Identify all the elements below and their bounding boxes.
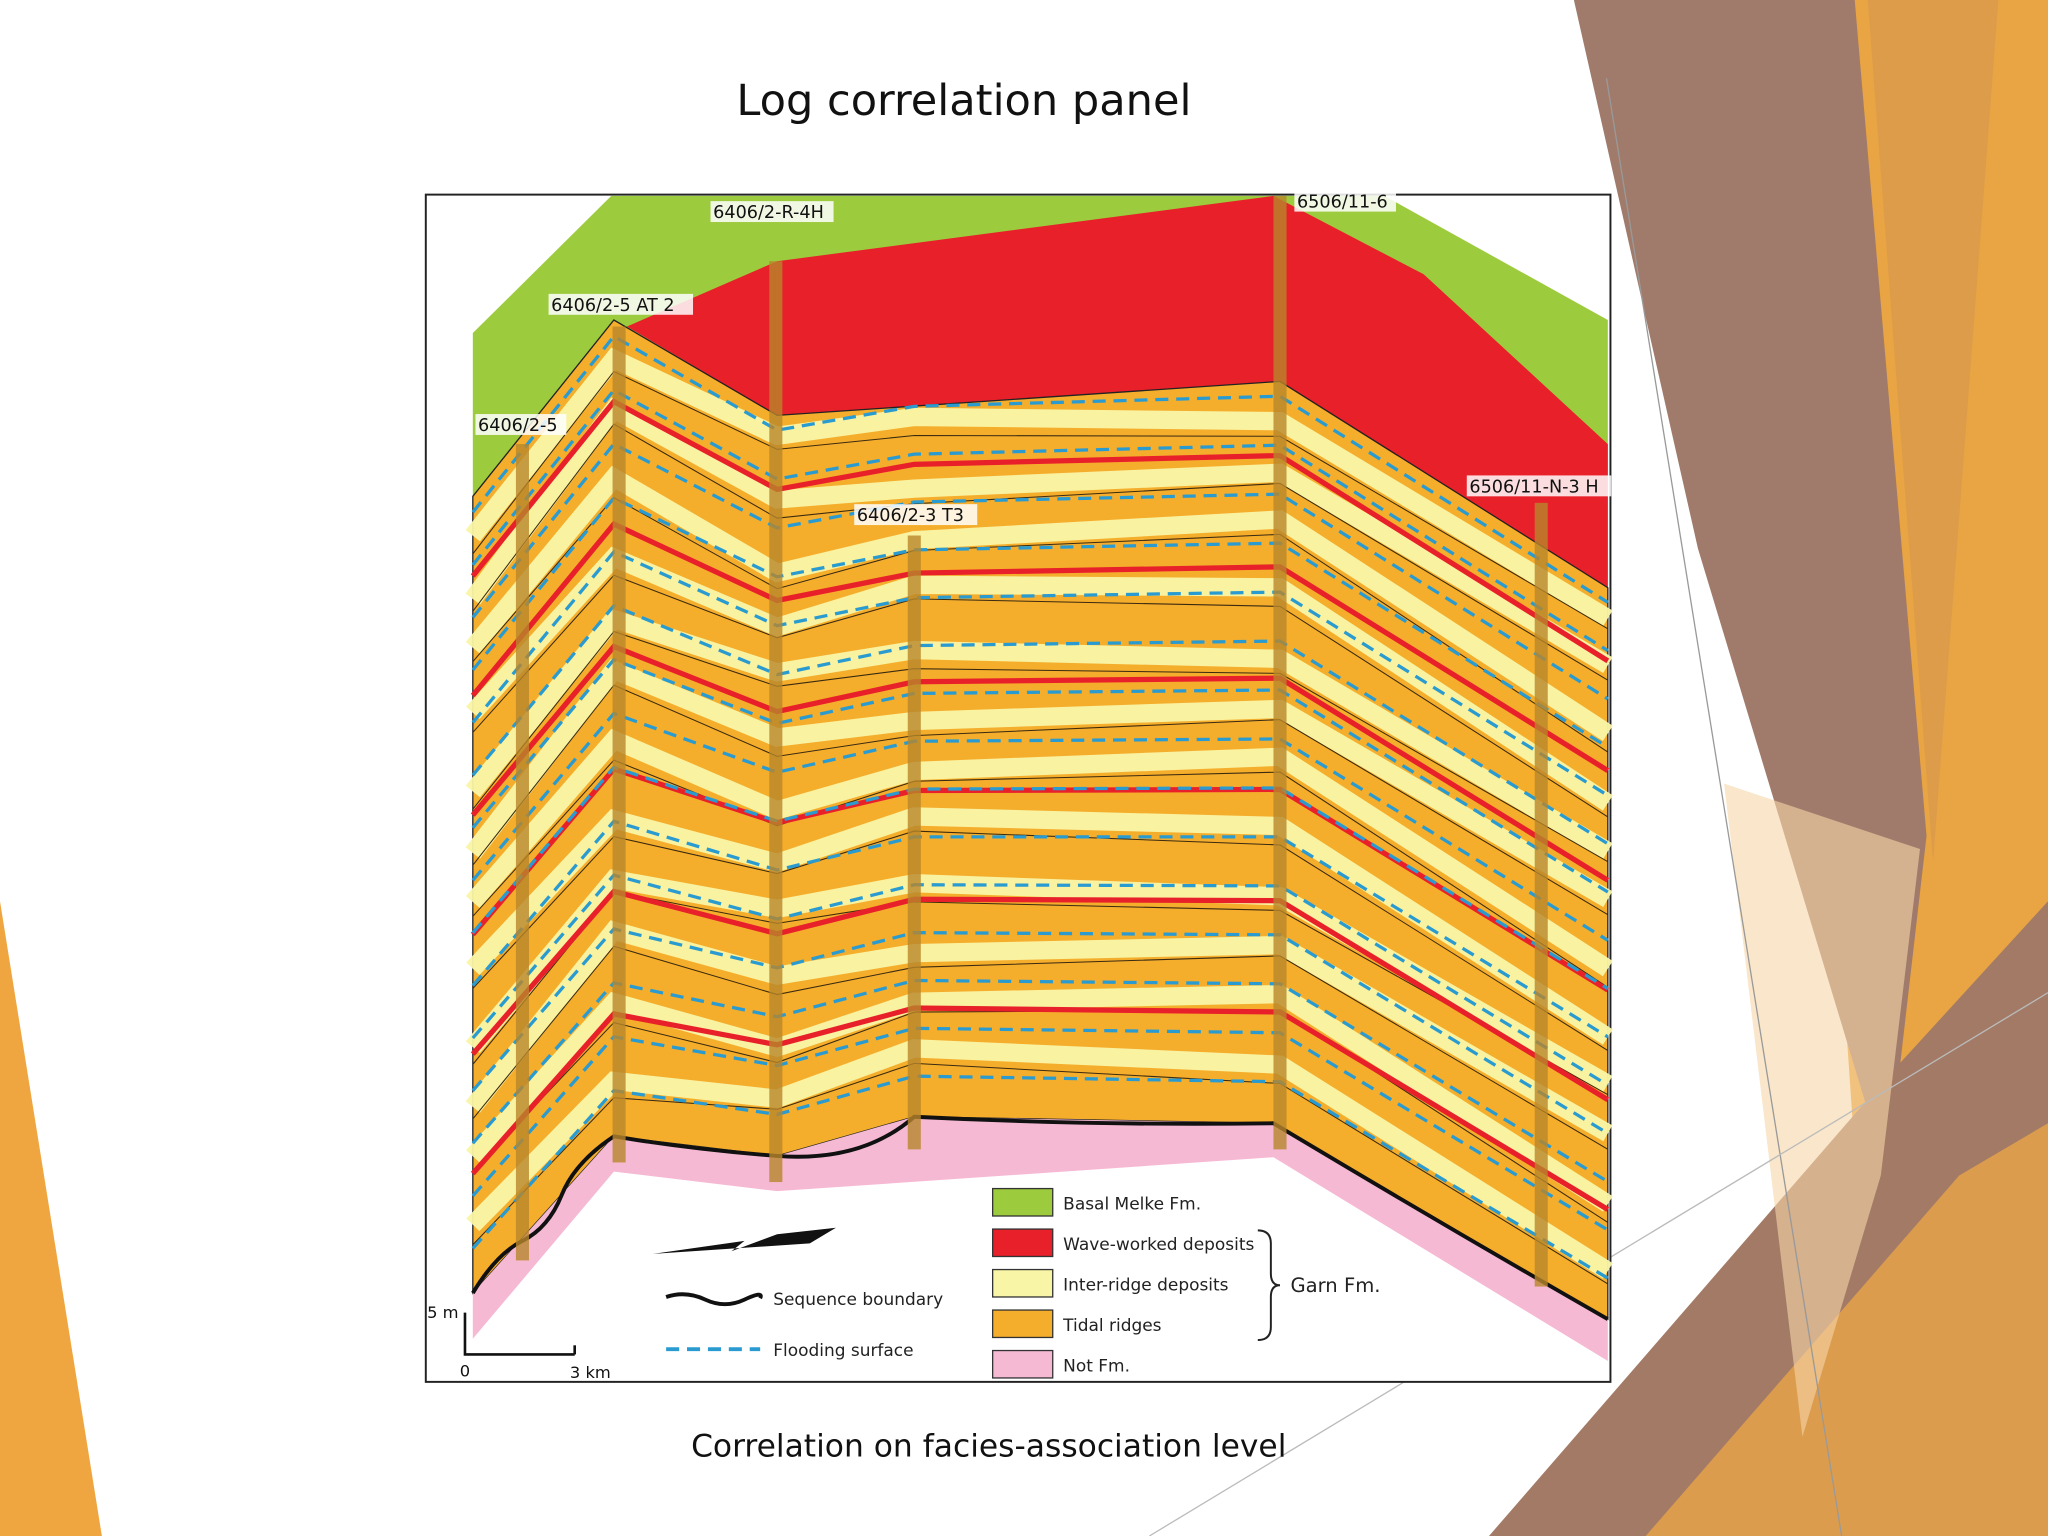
well-label-bg [1466,475,1612,497]
facies-contact [472,830,1609,1051]
inter-ridge-band [465,869,1613,1092]
well-log [1273,195,1287,1150]
scale-label: 3 km [570,1363,611,1382]
flooding-surface [471,711,1609,942]
scale-label: 5 m [427,1303,458,1322]
well-label-bg [475,414,567,435]
flooding-surface [471,1026,1609,1232]
legend-label: Basal Melke Fm. [1063,1194,1201,1214]
line-legend-label: Flooding surface [773,1341,913,1361]
facies-contact [472,370,1609,630]
shape [992,1309,1054,1339]
inter-ridge-band [465,465,1613,742]
legend-label: Tidal ridges [1062,1316,1162,1336]
wells: 6406/2-5 6406/2-5 AT 2 6406/2-R-4H 6406/2-3… [475,190,1612,1287]
shape [1724,783,1920,1437]
inter-ridge-band [466,546,1613,811]
shape [992,1268,1054,1298]
shape [0,901,102,1536]
flooding-surface [471,927,1609,1135]
inter-ridge-band [466,807,1613,1045]
well-label-bg [548,293,694,315]
well-label: 6406/2-5 AT 2 [551,296,674,316]
shape [992,1349,1054,1379]
not-fm-layer [472,1116,1608,1361]
shape [992,1228,1054,1258]
well-label: 6406/2-3 T3 [857,506,964,526]
well-label-bg [854,504,978,526]
scale-label: 0 [460,1362,470,1381]
inter-ridge-band [465,920,1613,1142]
facies-layers [465,334,1613,1285]
line-legend-label: Sequence boundary [773,1290,943,1310]
inter-ridge-band [465,397,1613,674]
inter-ridge-band [465,347,1613,627]
well-label-bg [1294,190,1396,212]
inter-ridge-band [465,728,1613,977]
sequence-boundary [471,1114,1609,1321]
facies-contact [472,574,1609,818]
legend-label: Not Fm. [1063,1356,1130,1376]
group-label: Garn Fm. [1290,1274,1380,1297]
wave-worked-band [470,520,1610,773]
flooding-surface [471,334,1609,604]
flooding-surface [471,765,1609,990]
flooding-surface [471,549,1609,797]
shape [1645,1123,2048,1536]
well-log [1534,502,1548,1287]
shape [665,1292,763,1307]
wave-worked-band [470,643,1610,883]
well-label: 6406/2-R-4H [713,203,824,223]
well-label-bg [710,201,834,223]
facies-contact [472,945,1609,1150]
well-log [612,326,626,1163]
inter-ridge-band [465,658,1613,908]
shape [1605,78,1843,1536]
facies-contact [472,1062,1609,1285]
legend: Basal Melke Fm. Wave-worked deposits Int… [653,1187,1381,1379]
legend-label: Wave-worked deposits [1063,1235,1254,1255]
flooding-surface [471,1074,1609,1280]
shape [463,1312,575,1356]
scale-bar: 5 m 0 3 km [427,1303,611,1382]
flooding-surface [471,978,1609,1184]
flooding-surface [471,873,1609,1087]
legend-label: Inter-ridge deposits [1063,1275,1229,1295]
well-log [769,261,783,1183]
slide-title: Log correlation panel [736,76,1191,126]
wave-worked-band [470,888,1610,1102]
well-label: 6406/2-5 [478,416,558,436]
well-label: 6506/11-6 [1297,193,1388,213]
shape [1867,0,1999,863]
facies-contact [472,630,1609,863]
shape [1257,1229,1281,1342]
figure: 6406/2-5 6406/2-5 AT 2 6406/2-R-4H 6406/2-3… [424,190,1613,1383]
facies-contact [472,497,1609,753]
caption: Correlation on facies-association level [691,1428,1286,1464]
well-label: 6506/11-N-3 H [1469,477,1598,497]
flooding-surface [471,603,1609,846]
facies-contact [472,684,1609,916]
wave-worked-band [470,1005,1610,1212]
wave-worked-band [470,398,1610,664]
well-log [515,444,529,1261]
shape [992,1187,1054,1217]
flooding-surface [471,495,1609,749]
inter-ridge-band [466,1039,1613,1279]
facies-contact [472,423,1609,681]
well-log [907,535,921,1150]
flooding-surface [471,657,1609,894]
